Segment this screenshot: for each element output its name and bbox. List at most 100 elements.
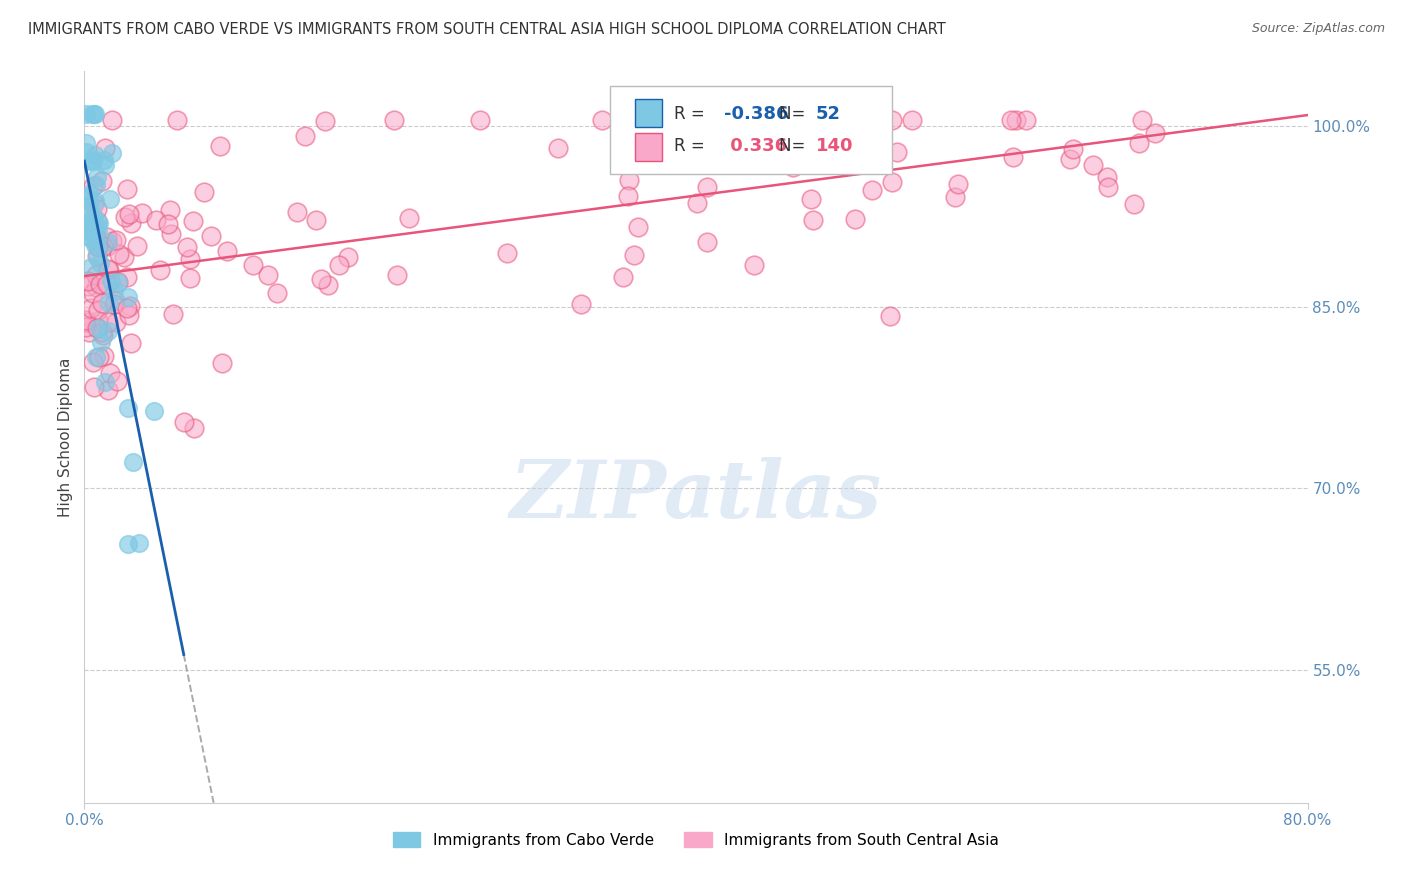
Point	[156, 218, 179, 232]
Point	[166, 112, 188, 127]
Point	[86, 219, 108, 233]
Point	[801, 212, 824, 227]
Point	[97, 315, 120, 329]
Point	[98, 366, 121, 380]
Point	[193, 185, 215, 199]
Point	[1059, 152, 1081, 166]
Bar	[636, 133, 662, 161]
Point	[87, 303, 110, 318]
Point	[82, 153, 104, 168]
Point	[90, 334, 112, 349]
Point	[305, 212, 328, 227]
Point	[314, 114, 336, 128]
Point	[103, 297, 125, 311]
Point	[94, 375, 117, 389]
Point	[131, 206, 153, 220]
Point	[84, 238, 107, 252]
Point	[398, 211, 420, 226]
Point	[1130, 112, 1153, 127]
Point	[143, 404, 166, 418]
Point	[75, 106, 97, 120]
Point	[285, 205, 308, 219]
Point	[90, 174, 112, 188]
Point	[844, 212, 866, 227]
Point	[107, 275, 129, 289]
Y-axis label: High School Diploma: High School Diploma	[58, 358, 73, 516]
Point	[682, 124, 704, 138]
Point	[200, 228, 222, 243]
Point	[683, 118, 706, 132]
Point	[1005, 112, 1028, 127]
Point	[80, 301, 103, 315]
Point	[100, 274, 122, 288]
Point	[83, 210, 105, 224]
Point	[77, 203, 100, 218]
Point	[75, 136, 97, 150]
Point	[117, 290, 139, 304]
Point	[84, 227, 107, 241]
Point	[79, 196, 101, 211]
Point	[316, 278, 339, 293]
Point	[75, 228, 97, 243]
Point	[76, 201, 98, 215]
Point	[86, 170, 108, 185]
Point	[468, 112, 491, 127]
Point	[97, 263, 120, 277]
Point	[82, 153, 104, 168]
Point	[1144, 126, 1167, 140]
Point	[86, 240, 108, 254]
Point	[118, 207, 141, 221]
Point	[115, 182, 138, 196]
Point	[114, 210, 136, 224]
Point	[149, 263, 172, 277]
Point	[382, 112, 405, 127]
Point	[89, 351, 111, 365]
Point	[118, 299, 141, 313]
Point	[75, 313, 97, 327]
Point	[810, 112, 832, 127]
Point	[86, 248, 108, 262]
Point	[84, 178, 107, 192]
Point	[105, 374, 128, 388]
Point	[1000, 112, 1022, 127]
Point	[242, 258, 264, 272]
Point	[943, 190, 966, 204]
Point	[686, 195, 709, 210]
Point	[77, 154, 100, 169]
Point	[117, 537, 139, 551]
Text: -0.386: -0.386	[724, 104, 789, 123]
Point	[93, 158, 115, 172]
Point	[86, 202, 108, 216]
Point	[183, 421, 205, 435]
Point	[623, 248, 645, 262]
Point	[179, 270, 201, 285]
Point	[547, 141, 569, 155]
Point	[83, 197, 105, 211]
Point	[215, 244, 238, 259]
Point	[209, 138, 232, 153]
Point	[122, 455, 145, 469]
Text: R =: R =	[673, 137, 710, 155]
Point	[86, 321, 108, 335]
Point	[179, 252, 201, 266]
Point	[128, 535, 150, 549]
Point	[789, 147, 811, 161]
Point	[96, 277, 118, 291]
Point	[117, 269, 139, 284]
Point	[104, 293, 127, 308]
Point	[1123, 197, 1146, 211]
Point	[83, 148, 105, 162]
Point	[96, 230, 118, 244]
Point	[79, 325, 101, 339]
Point	[76, 274, 98, 288]
Point	[800, 192, 823, 206]
Point	[880, 112, 903, 127]
Text: N=: N=	[779, 104, 811, 123]
Point	[117, 401, 139, 416]
Point	[294, 129, 316, 144]
Point	[98, 296, 121, 310]
Point	[82, 211, 104, 225]
FancyBboxPatch shape	[610, 86, 891, 174]
Point	[75, 315, 97, 329]
Point	[82, 106, 104, 120]
